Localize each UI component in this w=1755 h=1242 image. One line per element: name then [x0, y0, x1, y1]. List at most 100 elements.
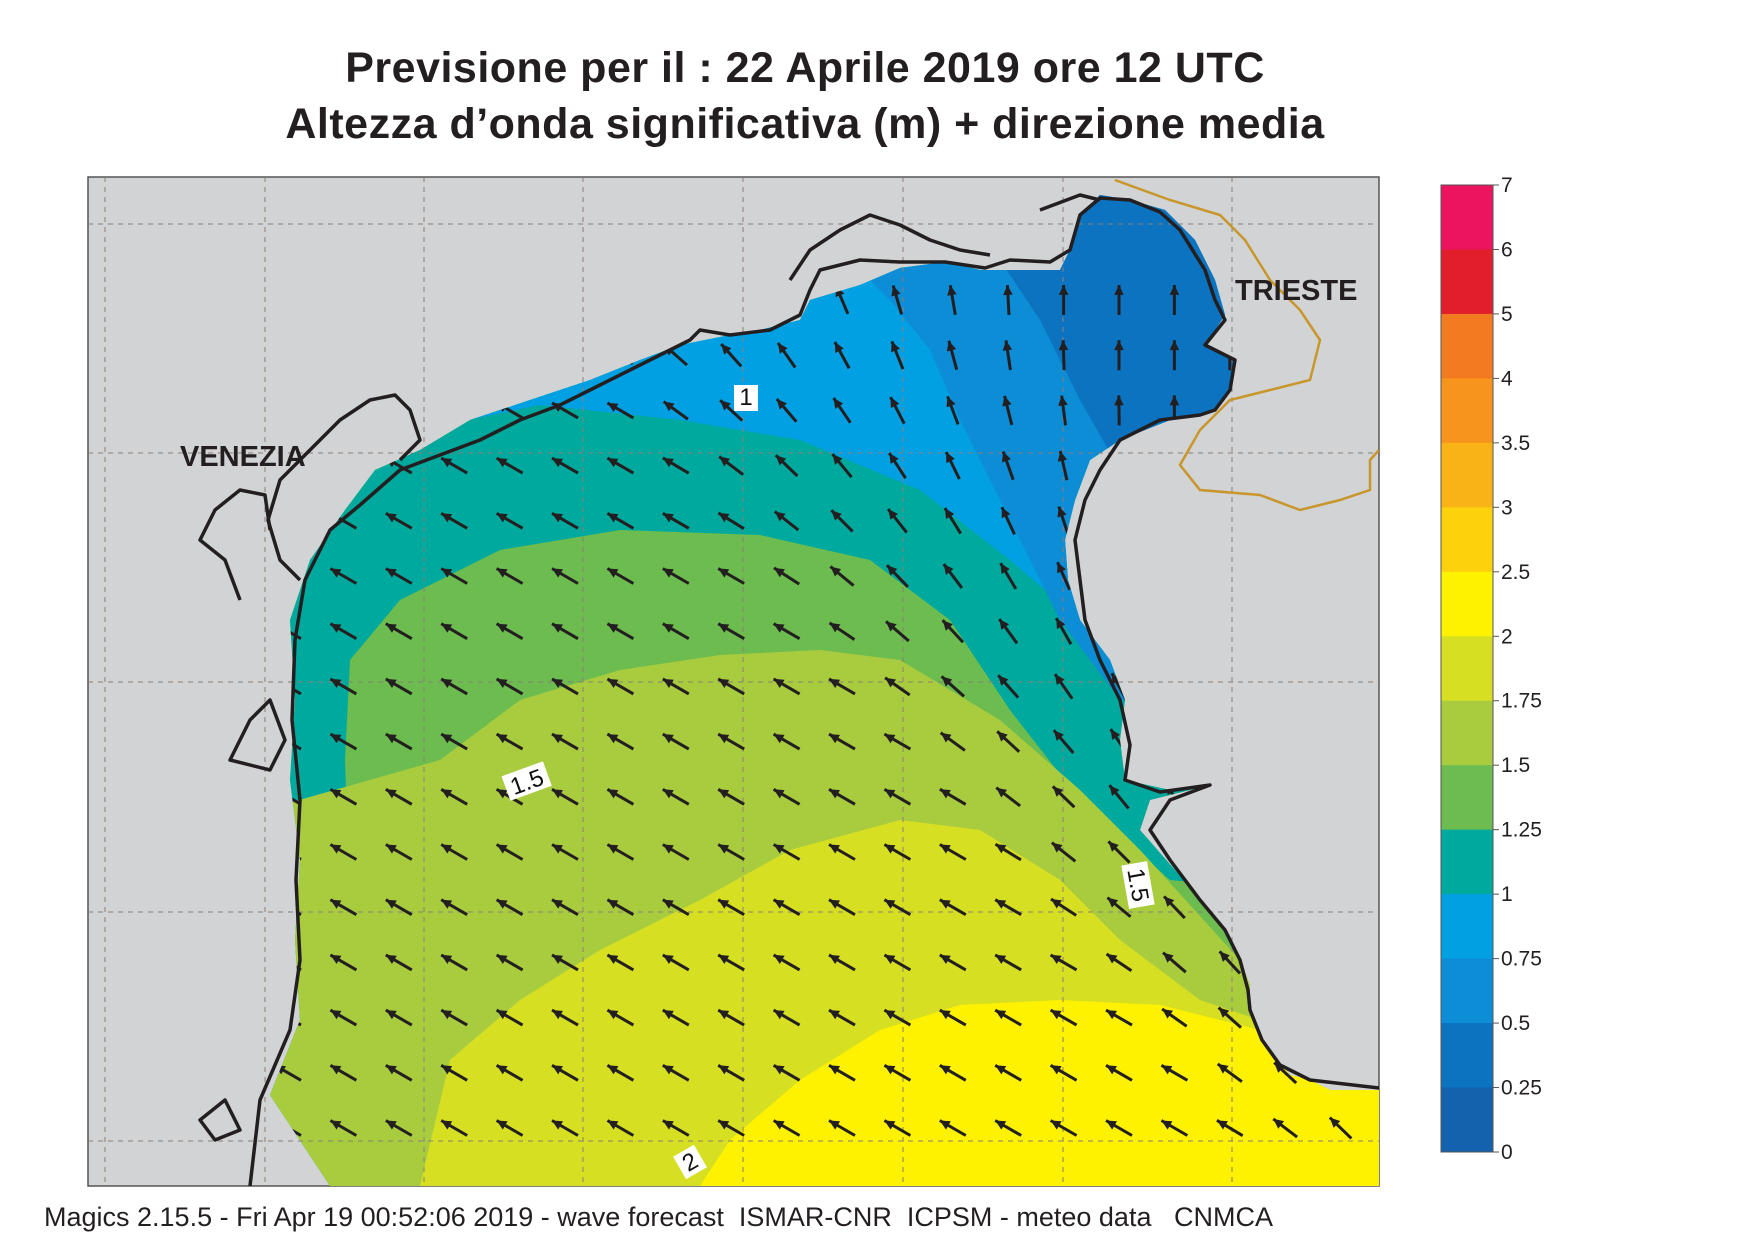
direction-arrow: [440, 1064, 468, 1082]
direction-arrow: [1161, 1007, 1188, 1028]
direction-arrow: [772, 622, 801, 640]
direction-arrow: [551, 898, 579, 916]
direction-arrow: [772, 788, 801, 806]
direction-arrow: [329, 843, 358, 861]
direction-arrow: [883, 1064, 912, 1082]
legend-tick-label: 1.25: [1501, 819, 1542, 842]
direction-arrow: [883, 1008, 912, 1027]
direction-arrow: [662, 622, 690, 640]
direction-arrow: [551, 788, 579, 806]
legend-swatch: [1441, 313, 1493, 379]
direction-arrow: [772, 1008, 801, 1027]
direction-arrow: [833, 341, 851, 370]
direction-arrow: [1051, 785, 1076, 809]
direction-arrow: [606, 622, 635, 640]
direction-arrow: [939, 731, 966, 752]
direction-arrow: [773, 510, 800, 532]
direction-arrow: [885, 620, 910, 643]
direction-arrow: [385, 1008, 413, 1027]
direction-arrow: [1328, 1116, 1353, 1140]
direction-arrow: [1050, 841, 1077, 863]
direction-arrow: [329, 1064, 358, 1082]
direction-arrow: [662, 1119, 690, 1137]
direction-arrow: [994, 1008, 1022, 1027]
direction-arrow: [883, 898, 912, 916]
direction-arrow: [606, 843, 635, 861]
legend-tick-label: 1.75: [1501, 690, 1542, 713]
direction-arrow: [1003, 284, 1013, 316]
legend-swatch: [1441, 765, 1493, 831]
direction-arrow: [883, 953, 912, 972]
contour-label-1.5-b-text: 1.5: [1121, 866, 1153, 904]
direction-arrow: [939, 1064, 967, 1082]
direction-arrow: [385, 622, 413, 640]
direction-arrow: [717, 1064, 745, 1082]
direction-arrow: [717, 677, 745, 696]
border-line: [1114, 178, 1379, 512]
direction-arrow: [385, 843, 413, 861]
direction-arrow: [1002, 395, 1014, 426]
direction-arrow: [1216, 1119, 1244, 1137]
direction-arrow: [886, 508, 908, 534]
direction-arrow: [1105, 1064, 1133, 1082]
direction-arrow: [329, 677, 358, 696]
legend-colorbar: 7 6 5 4 3.5 3 2.5 2 1.75 1.5 1.25 1 0.75 0.5 0.25 0: [1440, 174, 1542, 1164]
contour-label-1.5-b: 1.5: [1121, 861, 1155, 909]
direction-arrow: [440, 732, 468, 751]
direction-arrow: [1105, 952, 1133, 973]
direction-arrow: [606, 898, 635, 916]
direction-arrow: [662, 953, 690, 972]
direction-arrow: [440, 843, 468, 861]
direction-arrow: [551, 732, 579, 751]
direction-arrow: [1049, 1119, 1078, 1137]
direction-arrow: [773, 566, 801, 586]
direction-arrow: [1114, 285, 1124, 315]
direction-arrow: [1058, 340, 1069, 371]
direction-arrow: [385, 898, 413, 916]
legend-swatch: [1441, 442, 1493, 508]
direction-arrow: [495, 1008, 524, 1027]
direction-arrow: [939, 787, 967, 806]
direction-arrow: [1105, 1008, 1133, 1027]
direction-arrow: [944, 451, 961, 480]
direction-arrow: [662, 1064, 690, 1082]
direction-arrow: [385, 953, 413, 972]
direction-arrow: [1107, 840, 1131, 864]
direction-arrow: [828, 898, 856, 916]
direction-arrow: [883, 732, 912, 751]
direction-arrow: [995, 786, 1022, 808]
direction-arrow: [551, 1064, 579, 1082]
direction-arrow: [772, 1064, 801, 1082]
direction-arrow: [830, 509, 854, 533]
direction-arrow: [999, 562, 1018, 590]
direction-arrow: [772, 1119, 801, 1137]
direction-arrow: [329, 567, 358, 585]
legend-tick-label: 0.25: [1501, 1077, 1542, 1100]
direction-arrow: [994, 898, 1022, 916]
direction-arrow: [329, 898, 358, 916]
direction-arrow: [662, 512, 690, 530]
direction-arrow: [606, 953, 635, 972]
direction-arrow: [551, 567, 579, 585]
direction-arrow: [939, 1008, 967, 1027]
direction-arrow: [941, 619, 965, 644]
direction-arrow: [1057, 450, 1069, 481]
legend-tick-label: 4: [1501, 367, 1513, 390]
direction-arrow: [998, 618, 1019, 645]
legend-swatch: [1441, 185, 1493, 250]
direction-arrow: [495, 1064, 524, 1082]
direction-arrow: [947, 284, 957, 316]
direction-arrow: [889, 396, 906, 425]
direction-arrow: [1105, 1119, 1133, 1137]
direction-arrow: [1108, 784, 1130, 810]
legend-tick-label: 3: [1501, 496, 1513, 519]
direction-arrow: [551, 1119, 579, 1137]
legend-frame: [1440, 184, 1494, 1153]
direction-arrow: [994, 842, 1022, 862]
city-label-venezia: VENEZIA: [180, 441, 306, 473]
direction-arrow: [440, 788, 468, 806]
direction-arrow: [828, 732, 856, 751]
legend-tick-label: 2: [1501, 625, 1513, 648]
direction-arrow: [1056, 561, 1072, 591]
direction-arrow: [1053, 673, 1074, 700]
